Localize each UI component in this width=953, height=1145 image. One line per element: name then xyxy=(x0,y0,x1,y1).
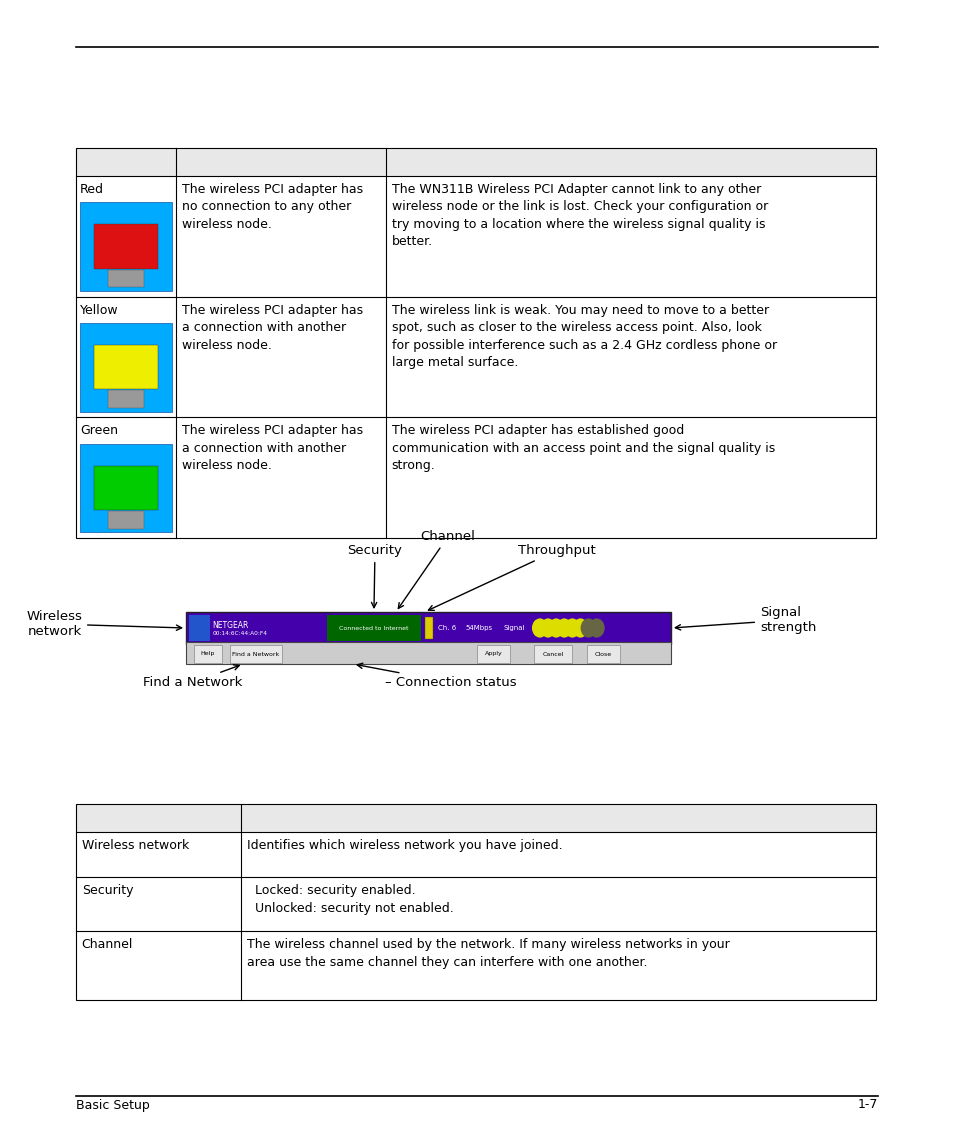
Text: 54Mbps: 54Mbps xyxy=(465,625,492,631)
Text: Red: Red xyxy=(80,183,104,196)
Bar xyxy=(76,148,875,538)
Bar xyxy=(425,617,433,639)
Bar xyxy=(80,323,172,411)
Bar xyxy=(93,466,158,511)
Bar xyxy=(76,148,875,176)
Text: Security: Security xyxy=(347,544,402,608)
Text: Close: Close xyxy=(594,652,611,656)
Text: – Connection status: – Connection status xyxy=(356,663,517,689)
Circle shape xyxy=(532,618,547,638)
Bar xyxy=(186,611,670,643)
Text: Identifies which wireless network you have joined.: Identifies which wireless network you ha… xyxy=(247,839,561,852)
Bar xyxy=(80,443,172,532)
Bar xyxy=(80,203,172,291)
Bar xyxy=(186,641,670,664)
Text: Signal
strength: Signal strength xyxy=(675,606,816,634)
Circle shape xyxy=(556,618,572,638)
Text: The wireless link is weak. You may need to move to a better
spot, such as closer: The wireless link is weak. You may need … xyxy=(392,303,776,369)
Text: The wireless PCI adapter has established good
communication with an access point: The wireless PCI adapter has established… xyxy=(392,424,774,472)
Bar xyxy=(108,270,144,287)
Circle shape xyxy=(580,618,596,638)
Text: Find a Network: Find a Network xyxy=(143,665,242,689)
Bar xyxy=(476,645,510,663)
Circle shape xyxy=(548,618,563,638)
Bar xyxy=(108,511,144,529)
Bar xyxy=(193,645,222,663)
Text: Signal: Signal xyxy=(503,625,525,631)
Text: Help: Help xyxy=(200,652,215,656)
Text: Channel: Channel xyxy=(82,938,133,951)
Text: Cancel: Cancel xyxy=(542,652,563,656)
Bar xyxy=(93,224,158,269)
Text: Wireless
network: Wireless network xyxy=(26,610,181,638)
Text: Wireless network: Wireless network xyxy=(82,839,189,852)
Circle shape xyxy=(539,618,556,638)
Text: 00:14:6C:44:A0:F4: 00:14:6C:44:A0:F4 xyxy=(213,631,268,635)
Bar xyxy=(586,645,619,663)
Text: Yellow: Yellow xyxy=(80,303,118,316)
Text: Connected to Internet: Connected to Internet xyxy=(339,625,408,631)
Bar xyxy=(230,645,282,663)
Bar xyxy=(76,804,875,1000)
Bar xyxy=(189,615,210,641)
Text: The wireless channel used by the network. If many wireless networks in your
area: The wireless channel used by the network… xyxy=(247,938,729,969)
Text: Throughput: Throughput xyxy=(428,544,595,610)
Bar xyxy=(327,615,420,641)
Circle shape xyxy=(588,618,604,638)
Text: Security: Security xyxy=(82,884,133,898)
Text: Basic Setup: Basic Setup xyxy=(76,1098,150,1112)
Text: Channel: Channel xyxy=(398,530,475,608)
Text: NETGEAR: NETGEAR xyxy=(213,621,249,630)
Circle shape xyxy=(572,618,588,638)
Text: The wireless PCI adapter has
a connection with another
wireless node.: The wireless PCI adapter has a connectio… xyxy=(181,424,362,472)
Text: Locked: security enabled.
  Unlocked: security not enabled.: Locked: security enabled. Unlocked: secu… xyxy=(247,884,453,915)
Text: Green: Green xyxy=(80,424,117,437)
Bar xyxy=(108,390,144,408)
Text: Find a Network: Find a Network xyxy=(233,652,279,656)
Text: The WN311B Wireless PCI Adapter cannot link to any other
wireless node or the li: The WN311B Wireless PCI Adapter cannot l… xyxy=(392,183,767,248)
Bar xyxy=(76,804,875,832)
Text: 1-7: 1-7 xyxy=(857,1098,877,1112)
Circle shape xyxy=(564,618,579,638)
Text: Ch. 6: Ch. 6 xyxy=(437,625,456,631)
Text: The wireless PCI adapter has
a connection with another
wireless node.: The wireless PCI adapter has a connectio… xyxy=(181,303,362,352)
Bar xyxy=(93,345,158,389)
Bar xyxy=(534,645,572,663)
Text: Apply: Apply xyxy=(484,652,502,656)
Text: The wireless PCI adapter has
no connection to any other
wireless node.: The wireless PCI adapter has no connecti… xyxy=(181,183,362,231)
